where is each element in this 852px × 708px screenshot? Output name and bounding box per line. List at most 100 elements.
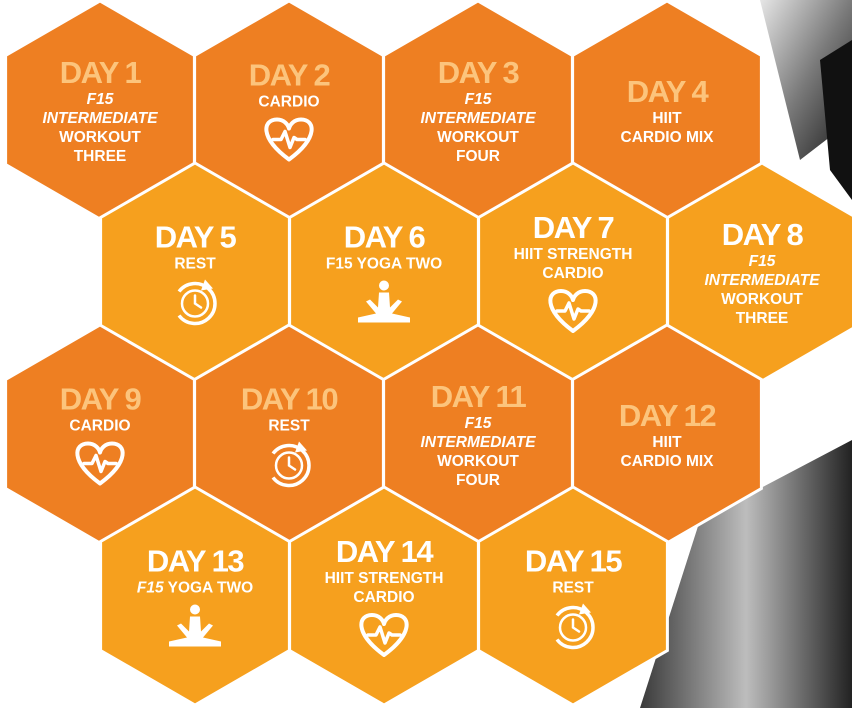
day-description: CARDIO xyxy=(69,418,130,435)
stopwatch-face xyxy=(180,289,210,318)
description-text: WORKOUT xyxy=(721,291,803,308)
day-description: FOUR xyxy=(456,472,500,489)
day-description: HIIT xyxy=(652,110,682,127)
day-description: F15 YOGA TWO xyxy=(137,580,253,597)
day-description: WORKOUT xyxy=(437,453,519,470)
description-text: CARDIO xyxy=(542,265,603,282)
description-text: THREE xyxy=(736,310,789,327)
day-description: WORKOUT xyxy=(721,291,803,308)
day-description: F15 xyxy=(465,91,492,108)
description-text: FOUR xyxy=(456,472,500,489)
heart-icon xyxy=(548,289,598,333)
day-description: INTERMEDIATE xyxy=(42,110,158,127)
stopwatch-arrowhead xyxy=(201,279,213,291)
description-text: YOGA TWO xyxy=(164,580,254,597)
day-description: WORKOUT xyxy=(59,129,141,146)
day-title: DAY 8 xyxy=(722,217,804,252)
heart-icon xyxy=(264,117,314,162)
yoga-icon xyxy=(358,280,410,323)
day-description: INTERMEDIATE xyxy=(420,110,536,127)
day-title: DAY 4 xyxy=(627,74,710,109)
description-text: REST xyxy=(174,256,216,273)
description-text: HIIT xyxy=(652,110,682,127)
pulse-line xyxy=(271,129,307,150)
day-title: DAY 11 xyxy=(431,379,527,414)
description-text: WORKOUT xyxy=(59,129,141,146)
day-title: DAY 5 xyxy=(155,220,237,255)
background-photo xyxy=(640,0,852,708)
heart-outline xyxy=(264,117,314,162)
description-text: F15 xyxy=(465,91,492,108)
description-text: REST xyxy=(552,580,594,597)
day-description: INTERMEDIATE xyxy=(704,272,820,289)
day-description: THREE xyxy=(736,310,789,327)
stopwatch-face xyxy=(558,613,588,642)
photo-shape xyxy=(640,440,852,708)
heart-icon xyxy=(75,441,125,486)
day-description: CARDIO xyxy=(353,589,414,606)
pulse-line xyxy=(555,301,591,321)
description-text: INTERMEDIATE xyxy=(420,434,536,451)
description-text: INTERMEDIATE xyxy=(704,272,820,289)
description-text: F15 xyxy=(465,415,492,432)
day-description: F15 xyxy=(87,91,114,108)
day-description: FOUR xyxy=(456,148,500,165)
yoga-body xyxy=(358,292,410,323)
hexagon xyxy=(477,485,669,707)
day-description: HIIT STRENGTH xyxy=(514,246,633,263)
description-text: WORKOUT xyxy=(437,129,519,146)
description-text: CARDIO MIX xyxy=(621,453,715,470)
day-description: HIIT STRENGTH xyxy=(325,570,444,587)
stopwatch-arrow xyxy=(555,605,595,650)
day-title: DAY 1 xyxy=(60,55,142,90)
day-description: WORKOUT xyxy=(437,129,519,146)
stopwatch-hands xyxy=(287,456,297,471)
day-description: CARDIO MIX xyxy=(621,129,715,146)
heart-outline xyxy=(359,613,409,657)
day-title: DAY 12 xyxy=(619,398,715,433)
yoga-head xyxy=(190,604,200,615)
yoga-icon xyxy=(169,604,221,647)
stopwatch-arrow xyxy=(271,443,311,488)
description-text: REST xyxy=(268,418,310,435)
stopwatch-icon xyxy=(177,279,217,326)
description-text: CARDIO MIX xyxy=(621,129,715,146)
stopwatch-icon xyxy=(271,441,311,488)
yoga-head xyxy=(379,280,389,291)
day-title: DAY 14 xyxy=(336,534,434,569)
day-title: DAY 15 xyxy=(525,544,622,579)
description-text: FOUR xyxy=(456,148,500,165)
stopwatch-arrow xyxy=(177,281,217,326)
day-description: HIIT xyxy=(652,434,682,451)
day-description: REST xyxy=(268,418,310,435)
description-text: HIIT STRENGTH xyxy=(514,246,633,263)
pulse-line xyxy=(366,625,402,645)
description-text: CARDIO xyxy=(69,418,130,435)
description-text: F15 xyxy=(137,580,164,597)
pulse-line xyxy=(82,453,118,474)
day-title: DAY 2 xyxy=(249,58,330,93)
day-description: CARDIO MIX xyxy=(621,453,715,470)
day-description: F15 xyxy=(465,415,492,432)
day-title: DAY 6 xyxy=(344,220,426,255)
stopwatch-arrowhead xyxy=(579,603,591,615)
day-description: REST xyxy=(552,580,594,597)
description-text: F15 xyxy=(87,91,114,108)
heart-outline xyxy=(75,441,125,486)
day-description: F15 xyxy=(749,253,776,270)
stopwatch-icon xyxy=(555,603,595,650)
stopwatch-arrowhead xyxy=(295,441,307,453)
day-title: DAY 10 xyxy=(241,382,337,417)
description-text: INTERMEDIATE xyxy=(420,110,536,127)
yoga-body xyxy=(169,616,221,647)
